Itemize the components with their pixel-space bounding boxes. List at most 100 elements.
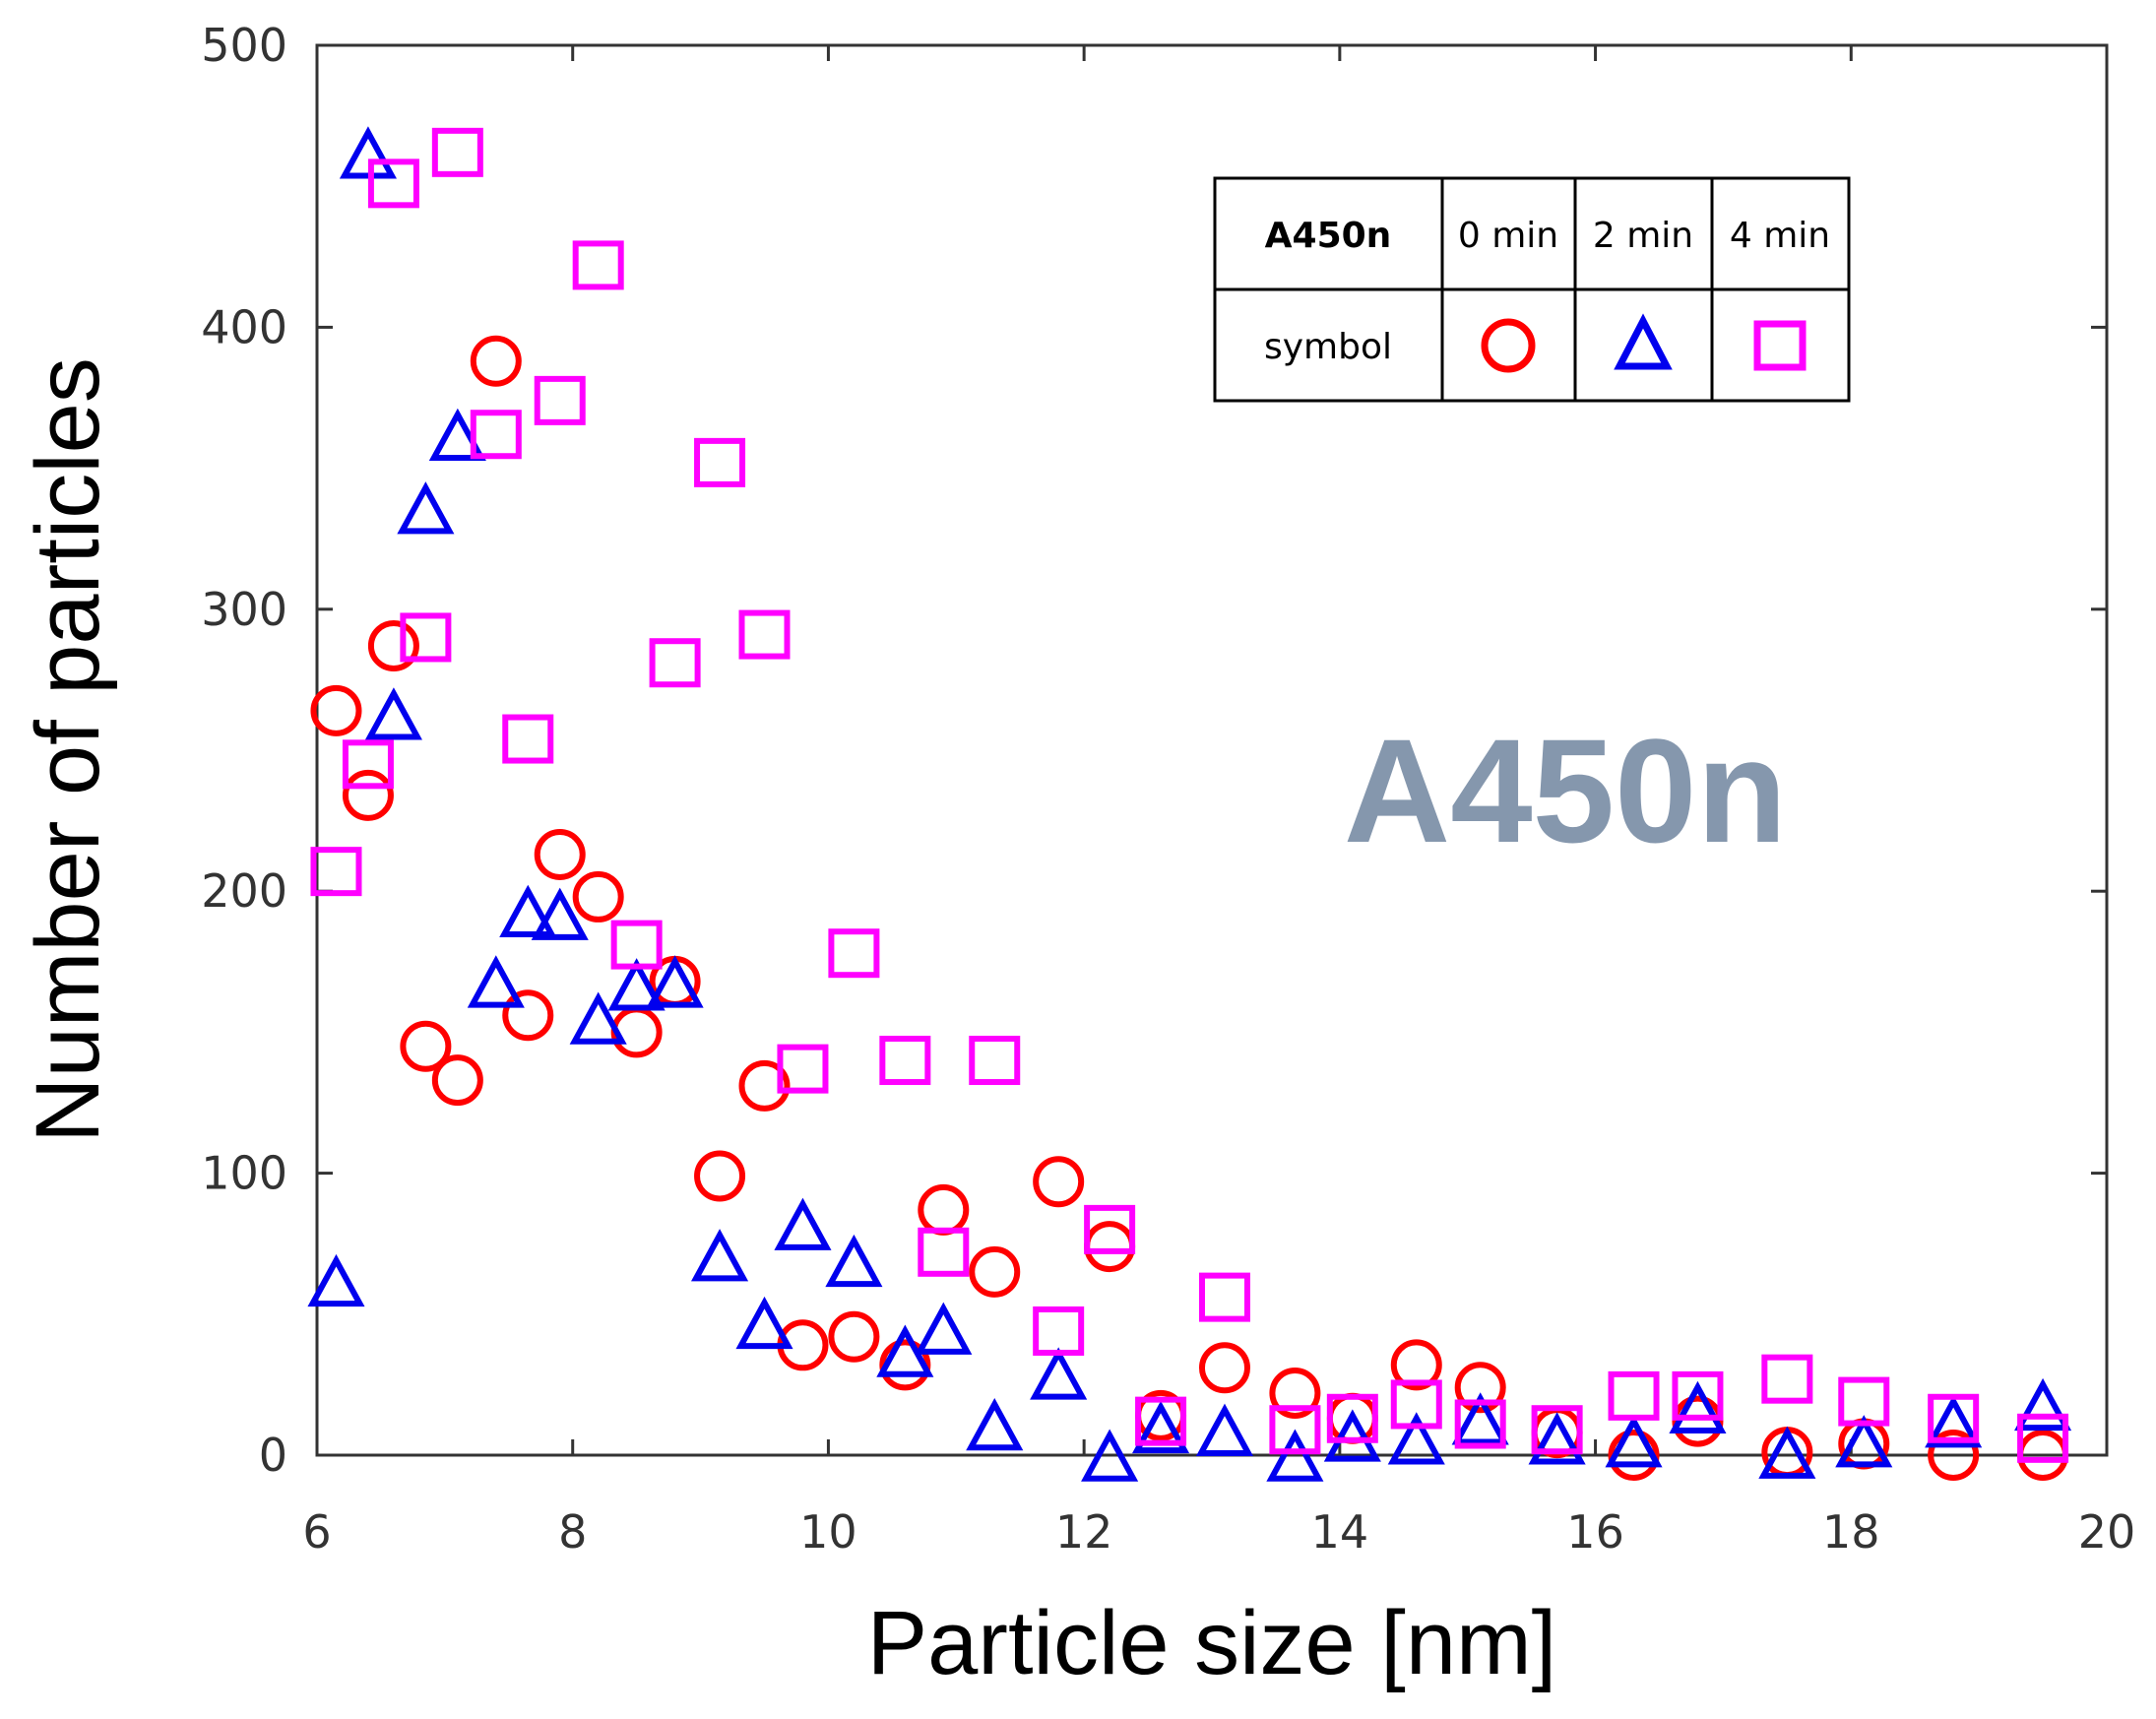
point-circle-0-min <box>828 1310 880 1363</box>
point-triangle-2-min <box>397 481 455 535</box>
point-square-4-min <box>738 609 791 660</box>
point-circle-0-min <box>1390 1339 1442 1391</box>
point-square-4-min <box>310 847 362 897</box>
point-triangle-2-min <box>1266 1429 1324 1482</box>
point-triangle-2-min <box>1835 1415 1893 1468</box>
point-triangle-2-min <box>690 1229 749 1282</box>
point-circle-0-min <box>502 989 554 1042</box>
point-circle-0-min <box>1608 1430 1660 1481</box>
point-square-4-min <box>1390 1379 1442 1430</box>
point-square-4-min <box>572 240 624 290</box>
point-circle-0-min <box>738 1059 791 1112</box>
point-square-4-min <box>502 714 554 764</box>
legend-table: A450n symbol 0 min 2 min 4 min <box>1213 176 1851 403</box>
point-triangle-2-min <box>646 955 704 1008</box>
legend-square-marker <box>1753 320 1807 371</box>
point-triangle-2-min <box>1323 1409 1381 1462</box>
point-triangle-2-min <box>915 1302 973 1355</box>
point-triangle-2-min <box>607 958 666 1011</box>
legend-entry-2min: 2 min <box>1593 216 1693 256</box>
y-tick-label: 300 <box>201 583 287 636</box>
point-square-4-min <box>400 612 452 663</box>
point-square-4-min <box>649 638 701 688</box>
legend-triangle-marker <box>1614 313 1673 370</box>
x-tick-label: 14 <box>1311 1505 1369 1559</box>
x-tick-label: 18 <box>1822 1505 1880 1559</box>
point-square-4-min <box>828 928 880 979</box>
point-square-4-min <box>367 159 419 209</box>
point-square-4-min <box>1084 1204 1136 1254</box>
point-square-4-min <box>1838 1376 1890 1427</box>
x-tick-label: 12 <box>1055 1505 1113 1559</box>
point-circle-0-min <box>694 1150 746 1202</box>
point-triangle-2-min <box>1081 1429 1139 1482</box>
point-square-4-min <box>342 739 394 790</box>
point-triangle-2-min <box>1528 1412 1586 1465</box>
point-triangle-2-min <box>1451 1392 1509 1445</box>
point-circle-0-min <box>1928 1430 1980 1481</box>
point-triangle-2-min <box>774 1197 832 1250</box>
point-square-4-min <box>1928 1393 1980 1443</box>
point-triangle-2-min <box>1030 1347 1088 1400</box>
point-circle-0-min <box>969 1245 1021 1298</box>
point-square-4-min <box>879 1036 931 1086</box>
point-triangle-2-min <box>1605 1415 1663 1468</box>
point-square-4-min <box>1761 1354 1813 1404</box>
point-triangle-2-min <box>1387 1412 1445 1465</box>
x-tick-labels: 6 8 10 12 14 16 18 20 <box>302 1505 2135 1559</box>
point-square-4-min <box>1454 1399 1506 1449</box>
point-triangle-2-min <box>531 887 589 940</box>
point-triangle-2-min <box>1669 1380 1727 1434</box>
point-circle-0-min <box>534 828 586 880</box>
point-circle-0-min <box>879 1339 931 1391</box>
point-circle-0-min <box>572 870 624 923</box>
point-circle-0-min <box>310 684 362 736</box>
point-square-4-min <box>431 127 483 177</box>
y-tick-label: 0 <box>259 1429 287 1482</box>
chart-annotation: A450n <box>1344 708 1787 873</box>
point-triangle-2-min <box>2014 1377 2072 1432</box>
legend-entry-0min: 0 min <box>1458 216 1558 256</box>
point-circle-0-min <box>470 335 522 387</box>
point-circle-0-min <box>400 1020 452 1072</box>
point-square-4-min <box>1198 1272 1250 1322</box>
y-tick-label: 100 <box>201 1147 287 1200</box>
point-square-4-min <box>918 1227 970 1277</box>
y-axis-title: Number of particles <box>18 357 118 1143</box>
point-square-4-min <box>1135 1396 1187 1446</box>
data-points <box>307 126 2072 1482</box>
x-tick-label: 8 <box>558 1505 587 1559</box>
x-tick-label: 10 <box>799 1505 857 1559</box>
point-triangle-2-min <box>364 687 422 740</box>
point-circle-0-min <box>1033 1156 1085 1208</box>
point-circle-0-min <box>1198 1342 1250 1394</box>
point-triangle-2-min <box>1195 1403 1254 1456</box>
point-triangle-2-min <box>825 1234 883 1288</box>
point-square-4-min <box>2017 1413 2069 1463</box>
point-square-4-min <box>534 375 586 425</box>
point-circle-0-min <box>342 769 394 821</box>
x-tick-label: 20 <box>2078 1505 2136 1559</box>
point-triangle-2-min <box>735 1296 793 1350</box>
point-triangle-2-min <box>428 408 486 461</box>
point-square-4-min <box>1672 1370 1724 1421</box>
point-square-4-min <box>470 410 522 460</box>
point-circle-0-min <box>1454 1362 1506 1414</box>
legend-circle-marker <box>1481 318 1536 373</box>
point-circle-0-min <box>367 620 419 672</box>
point-square-4-min <box>694 437 746 487</box>
point-triangle-2-min <box>1758 1426 1816 1479</box>
point-square-4-min <box>777 1044 829 1094</box>
x-tick-label: 6 <box>302 1505 331 1559</box>
point-triangle-2-min <box>1925 1395 1983 1448</box>
point-triangle-2-min <box>307 1253 365 1307</box>
point-triangle-2-min <box>966 1397 1024 1451</box>
y-tick-label: 400 <box>201 300 287 353</box>
legend-entry-4min: 4 min <box>1730 216 1830 256</box>
x-axis-title: Particle size [nm] <box>867 1593 1556 1693</box>
y-tick-labels: 0 100 200 300 400 500 <box>201 19 287 1482</box>
point-square-4-min <box>1269 1405 1321 1455</box>
point-circle-0-min <box>431 1054 483 1107</box>
point-square-4-min <box>610 920 663 970</box>
point-triangle-2-min <box>499 884 557 937</box>
